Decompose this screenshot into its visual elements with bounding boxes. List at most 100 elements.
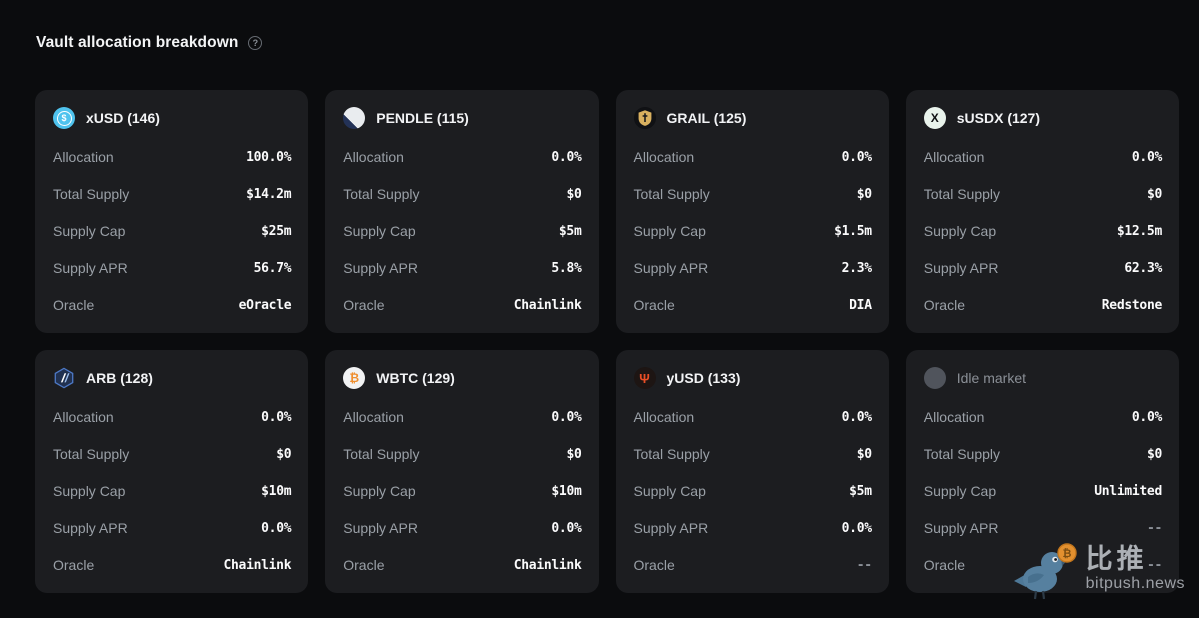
- row-value: Chainlink: [513, 297, 582, 313]
- row-value: 56.7%: [253, 260, 292, 276]
- card-header: $ xUSD (146): [53, 106, 291, 130]
- token-name: sUSDX (127): [956, 110, 1041, 126]
- susdx-token-icon: X: [923, 107, 946, 129]
- row-label: Supply APR: [343, 260, 418, 276]
- token-name: GRAIL (125): [666, 110, 747, 126]
- row-label: Total Supply: [53, 446, 130, 462]
- row-label: Total Supply: [343, 186, 420, 202]
- row-value: $0: [1146, 186, 1162, 202]
- page-header: Vault allocation breakdown ?: [0, 0, 1199, 52]
- row-value: $0: [1146, 446, 1162, 462]
- row-label: Supply Cap: [343, 483, 416, 499]
- total-supply-row: Total Supply $0: [923, 184, 1163, 204]
- row-label: Supply APR: [53, 520, 128, 536]
- row-label: Oracle: [343, 297, 385, 313]
- token-name: yUSD (133): [666, 370, 741, 386]
- row-label: Supply APR: [923, 520, 999, 536]
- row-label: Supply Cap: [633, 223, 706, 239]
- oracle-row: Oracle --: [633, 555, 873, 575]
- market-card-arb: ARB (128) Allocation 0.0% Total Supply $…: [35, 350, 309, 593]
- supply-cap-row: Supply Cap $25m: [53, 221, 292, 241]
- row-label: Total Supply: [923, 186, 1001, 202]
- card-header: ₿ WBTC (129): [343, 366, 581, 390]
- yusd-token-icon: Ψ: [633, 367, 656, 389]
- row-label: Allocation: [923, 409, 985, 425]
- supply-apr-row: Supply APR 0.0%: [53, 518, 292, 538]
- row-value: --: [856, 557, 872, 573]
- supply-apr-row: Supply APR 2.3%: [633, 258, 873, 278]
- row-label: Allocation: [343, 409, 404, 425]
- total-supply-row: Total Supply $0: [343, 444, 582, 464]
- supply-cap-row: Supply Cap $1.5m: [633, 221, 873, 241]
- row-value: 0.0%: [261, 520, 292, 536]
- row-label: Total Supply: [633, 446, 710, 462]
- row-value: DIA: [849, 297, 872, 313]
- oracle-row: Oracle DIA: [633, 295, 873, 315]
- supply-apr-row: Supply APR 0.0%: [343, 518, 582, 538]
- row-value: 0.0%: [261, 409, 292, 425]
- row-value: Chainlink: [223, 557, 292, 573]
- oracle-row: Oracle Chainlink: [343, 555, 582, 575]
- supply-apr-row: Supply APR 5.8%: [343, 258, 582, 278]
- row-value: $14.2m: [246, 186, 292, 202]
- supply-apr-row: Supply APR 56.7%: [53, 258, 292, 278]
- supply-apr-row: Supply APR 0.0%: [633, 518, 873, 538]
- supply-apr-row: Supply APR --: [923, 518, 1163, 538]
- row-label: Allocation: [53, 409, 114, 425]
- row-label: Allocation: [923, 149, 985, 165]
- supply-cap-row: Supply Cap $12.5m: [924, 221, 1163, 241]
- row-value: Redstone: [1101, 297, 1163, 313]
- row-label: Oracle: [633, 297, 675, 313]
- row-value: $10m: [551, 483, 582, 499]
- row-value: 0.0%: [841, 409, 872, 425]
- row-value: 0.0%: [551, 149, 582, 165]
- row-label: Allocation: [343, 149, 404, 165]
- row-value: 2.3%: [841, 260, 872, 276]
- allocation-row: Allocation 0.0%: [343, 147, 582, 167]
- row-value: 0.0%: [1131, 409, 1162, 425]
- page-title: Vault allocation breakdown: [36, 34, 239, 51]
- row-value: $0: [856, 186, 872, 202]
- row-label: Oracle: [633, 557, 675, 573]
- row-value: 0.0%: [551, 520, 582, 536]
- row-value: $5m: [558, 223, 582, 239]
- row-label: Supply APR: [633, 260, 709, 276]
- row-label: Oracle: [923, 557, 965, 573]
- row-label: Supply APR: [923, 260, 999, 276]
- row-label: Allocation: [53, 149, 114, 165]
- card-header: X sUSDX (127): [923, 106, 1162, 130]
- market-card-grail: GRAIL (125) Allocation 0.0% Total Supply…: [615, 90, 889, 333]
- row-label: Total Supply: [923, 446, 1001, 462]
- row-label: Oracle: [53, 557, 95, 573]
- row-value: 0.0%: [841, 520, 872, 536]
- vault-allocation-grid: $ xUSD (146) Allocation 100.0% Total Sup…: [35, 90, 1179, 593]
- row-label: Supply Cap: [53, 483, 126, 499]
- market-card-pendle: PENDLE (115) Allocation 0.0% Total Suppl…: [325, 90, 599, 333]
- card-header: Idle market: [923, 366, 1162, 390]
- row-value: --: [1146, 520, 1162, 536]
- row-label: Supply APR: [633, 520, 709, 536]
- help-icon[interactable]: ?: [248, 36, 263, 50]
- market-card-idle: Idle market Allocation 0.0% Total Supply…: [905, 350, 1179, 593]
- row-value: 62.3%: [1124, 260, 1162, 276]
- row-label: Supply APR: [53, 260, 128, 276]
- token-name: xUSD (146): [86, 110, 160, 126]
- row-value: $0: [856, 446, 872, 462]
- row-value: 100.0%: [246, 149, 292, 165]
- row-value: $25m: [261, 223, 292, 239]
- idle-market-icon: [923, 367, 946, 389]
- row-label: Allocation: [633, 409, 695, 425]
- row-label: Oracle: [53, 297, 95, 313]
- row-value: Chainlink: [513, 557, 582, 573]
- row-value: 0.0%: [841, 149, 872, 165]
- row-label: Oracle: [343, 557, 385, 573]
- market-card-susdx: X sUSDX (127) Allocation 0.0% Total Supp…: [905, 90, 1179, 333]
- row-value: $10m: [261, 483, 292, 499]
- row-value: $0: [566, 446, 582, 462]
- allocation-row: Allocation 0.0%: [343, 407, 582, 427]
- supply-cap-row: Supply Cap Unlimited: [924, 481, 1163, 501]
- row-label: Total Supply: [343, 446, 420, 462]
- allocation-row: Allocation 0.0%: [923, 407, 1163, 427]
- card-header: GRAIL (125): [633, 106, 872, 130]
- oracle-row: Oracle Redstone: [924, 295, 1163, 315]
